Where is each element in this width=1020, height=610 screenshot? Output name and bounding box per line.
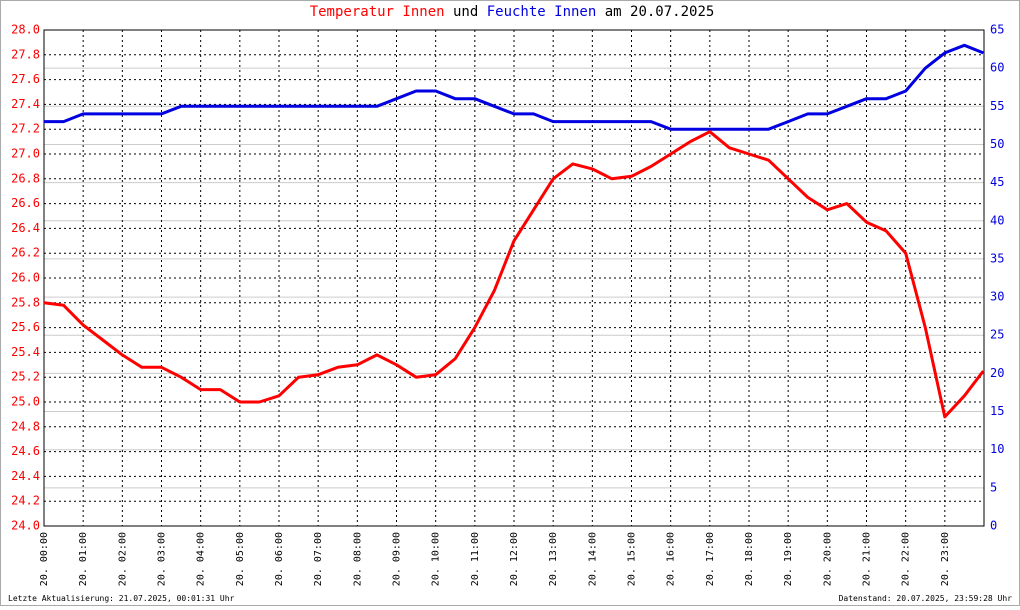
x-tick-label: 20. 05:00 [235,532,246,586]
x-tick-label: 20. 16:00 [666,532,677,586]
y2-tick-label: 5 [990,480,997,494]
y-tick-label: 27.0 [11,147,40,161]
y2-tick-label: 60 [990,61,1004,75]
y-tick-label: 25.6 [11,320,40,334]
y-tick-label: 26.2 [11,246,40,260]
x-tick-label: 20. 18:00 [744,532,755,586]
series-line [44,43,984,131]
x-tick-label: 20. 02:00 [117,532,128,586]
x-tick-label: 20. 14:00 [587,532,598,586]
x-tick-label: 20. 00:00 [39,532,50,586]
x-tick-label: 20. 06:00 [274,532,285,586]
x-tick-label: 20. 10:00 [431,532,442,586]
y2-tick-label: 40 [990,213,1004,227]
x-tick-label: 20. 01:00 [78,532,89,586]
chart-title: Temperatur Innen und Feuchte Innen am 20… [310,4,715,20]
y-tick-label: 26.0 [11,271,40,285]
x-tick-label: 20. 17:00 [705,532,716,586]
y2-tick-label: 25 [990,328,1004,342]
y-tick-label: 25.4 [11,345,40,359]
x-tick-label: 20. 04:00 [196,532,207,586]
y2-tick-label: 45 [990,175,1004,189]
x-tick-label: 20. 08:00 [352,532,363,586]
footer-left: Letzte Aktualisierung: 21.07.2025, 00:01… [8,594,235,603]
x-tick-label: 20. 09:00 [392,532,403,586]
y2-tick-label: 55 [990,99,1004,113]
x-tick-label: 20. 21:00 [862,532,873,586]
y2-tick-label: 15 [990,404,1004,418]
y2-tick-label: 35 [990,251,1004,265]
y-tick-label: 24.2 [11,494,40,508]
y-tick-label: 25.2 [11,370,40,384]
y-tick-label: 24.8 [11,419,40,433]
y-tick-label: 27.6 [11,72,40,86]
y2-tick-label: 10 [990,442,1004,456]
y-tick-label: 26.8 [11,171,40,185]
y-tick-label: 27.4 [11,97,40,111]
y2-tick-label: 50 [990,137,1004,151]
y-tick-label: 24.0 [11,519,40,533]
y2-tick-label: 30 [990,290,1004,304]
title-suffix: am 20.07.2025 [605,4,715,20]
x-tick-label: 20. 20:00 [822,532,833,586]
y-tick-label: 26.4 [11,221,40,235]
x-tick-label: 20. 07:00 [313,532,324,586]
x-tick-label: 20. 11:00 [470,532,481,586]
title-series: Temperatur Innen [310,4,445,20]
y2-tick-label: 65 [990,23,1004,37]
y-tick-label: 28.0 [11,23,40,37]
y-tick-label: 24.6 [11,444,40,458]
title-series: Feuchte Innen [487,4,597,20]
y-tick-label: 25.0 [11,395,40,409]
y-tick-label: 27.2 [11,122,40,136]
x-tick-label: 20. 23:00 [940,532,951,586]
y2-tick-label: 0 [990,519,997,533]
y-tick-label: 25.8 [11,295,40,309]
x-tick-label: 20. 19:00 [783,532,794,586]
x-tick-label: 20. 15:00 [627,532,638,586]
x-tick-label: 20. 22:00 [901,532,912,586]
y-tick-label: 24.4 [11,469,40,483]
y-tick-label: 27.8 [11,47,40,61]
x-tick-label: 20. 12:00 [509,532,520,586]
x-tick-label: 20. 03:00 [157,532,168,586]
footer-right: Datenstand: 20.07.2025, 23:59:28 Uhr [839,594,1013,603]
y-tick-label: 26.6 [11,196,40,210]
y2-tick-label: 20 [990,366,1004,380]
title-join: und [453,4,478,20]
plot-frame [43,29,985,527]
x-tick-label: 20. 13:00 [548,532,559,586]
series-line [43,130,985,419]
